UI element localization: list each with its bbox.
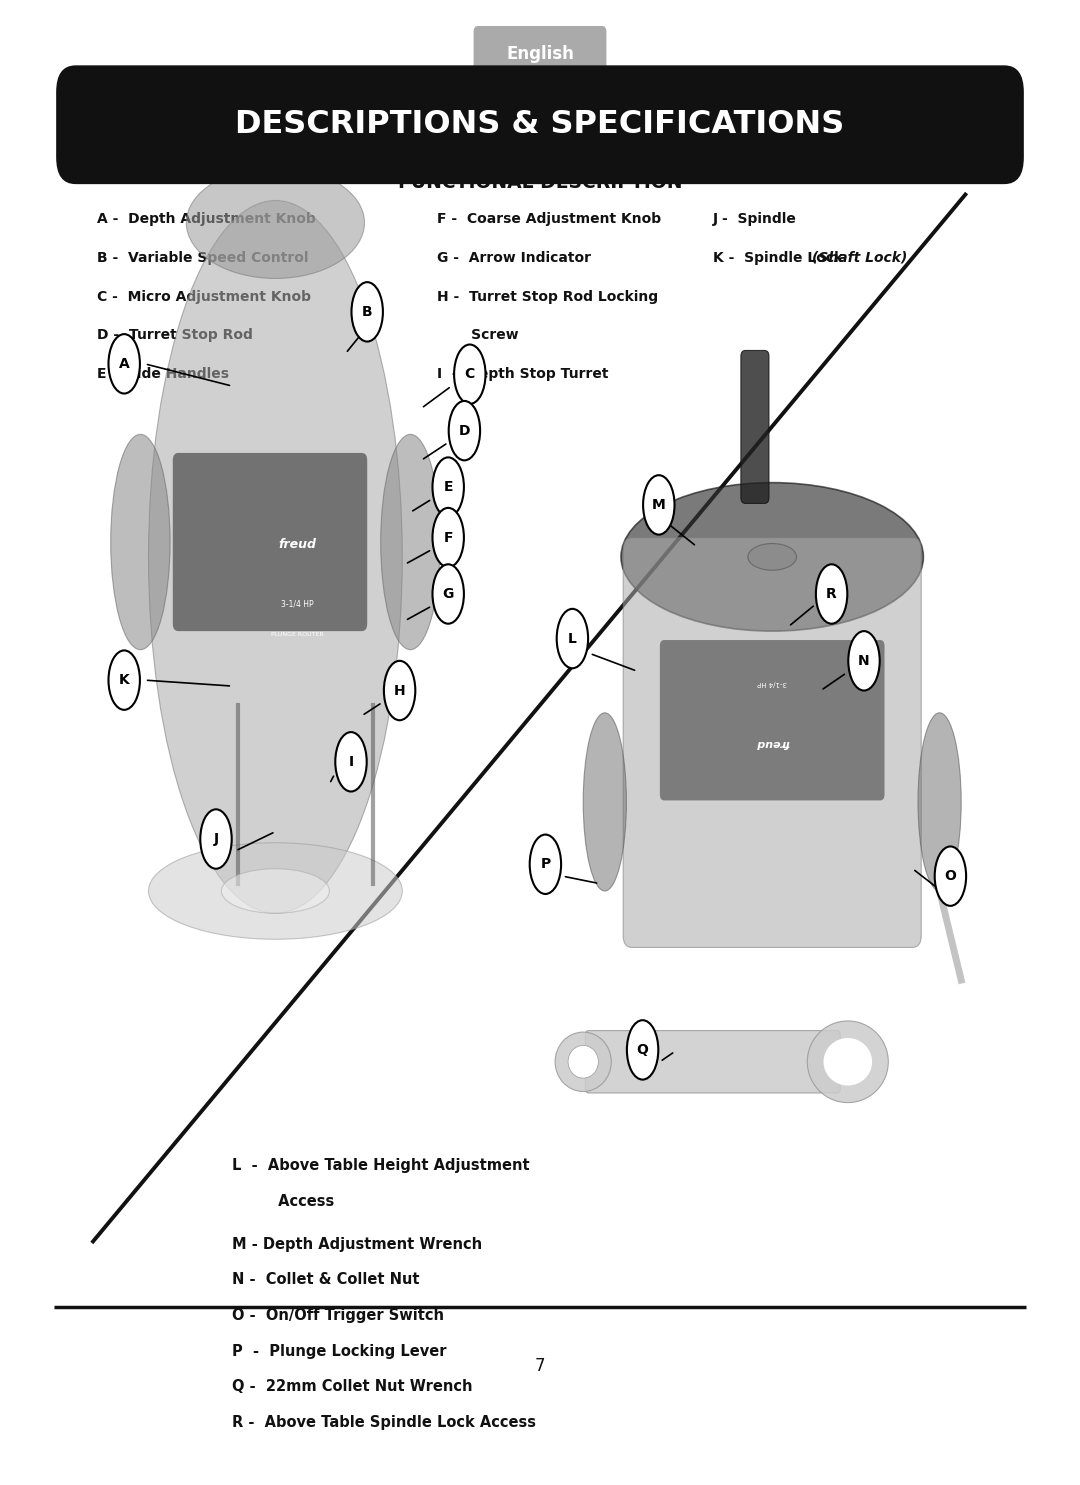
Text: 3-1/4 HP: 3-1/4 HP [757,680,787,686]
Ellipse shape [380,434,441,650]
Ellipse shape [335,732,367,792]
Text: R: R [826,587,837,601]
Text: Q: Q [637,1042,648,1057]
Ellipse shape [555,1032,611,1091]
Text: E: E [444,480,453,495]
Text: K -  Spindle Lock: K - Spindle Lock [713,251,848,264]
Text: C: C [464,367,475,382]
Text: R -  Above Table Spindle Lock Access: R - Above Table Spindle Lock Access [232,1415,536,1430]
Ellipse shape [824,1038,873,1086]
FancyBboxPatch shape [585,1031,840,1093]
Text: P  -  Plunge Locking Lever: P - Plunge Locking Lever [232,1344,447,1359]
Text: D -  Turret Stop Rod: D - Turret Stop Rod [97,328,253,342]
Text: F -  Coarse Adjustment Knob: F - Coarse Adjustment Knob [437,212,662,226]
Ellipse shape [626,1020,659,1080]
Ellipse shape [747,544,796,570]
Ellipse shape [448,401,481,460]
Ellipse shape [934,846,967,906]
Text: K: K [119,673,130,688]
Text: G: G [443,587,454,601]
Text: freud: freud [278,539,316,551]
Text: DESCRIPTIONS & SPECIFICATIONS: DESCRIPTIONS & SPECIFICATIONS [235,110,845,140]
Text: H -  Turret Stop Rod Locking: H - Turret Stop Rod Locking [437,290,659,303]
Text: O -  On/Off Trigger Switch: O - On/Off Trigger Switch [232,1308,444,1323]
FancyBboxPatch shape [741,350,769,503]
Text: Screw: Screw [437,328,519,342]
Text: P: P [540,857,551,872]
Ellipse shape [432,564,464,624]
Ellipse shape [186,166,365,279]
Ellipse shape [568,1045,598,1078]
Text: M - Depth Adjustment Wrench: M - Depth Adjustment Wrench [232,1237,483,1252]
Text: I: I [349,754,353,769]
Ellipse shape [918,713,961,891]
Ellipse shape [454,345,486,404]
Text: H: H [394,683,405,698]
Ellipse shape [583,713,626,891]
Ellipse shape [149,842,402,940]
Text: A -  Depth Adjustment Knob: A - Depth Adjustment Knob [97,212,316,226]
Ellipse shape [807,1022,888,1102]
Text: C -  Micro Adjustment Knob: C - Micro Adjustment Knob [97,290,311,303]
Ellipse shape [149,200,402,913]
Text: J -  Spindle: J - Spindle [713,212,797,226]
Text: N -  Collet & Collet Nut: N - Collet & Collet Nut [232,1273,420,1287]
Text: L  -  Above Table Height Adjustment: L - Above Table Height Adjustment [232,1158,530,1173]
Text: J: J [214,832,218,846]
Text: L: L [568,631,577,646]
Ellipse shape [643,475,675,535]
Text: (Shaft Lock): (Shaft Lock) [812,251,907,264]
Ellipse shape [529,835,562,894]
Text: M: M [652,497,665,512]
Text: 7: 7 [535,1357,545,1375]
Ellipse shape [621,483,923,631]
Text: D: D [459,423,470,438]
Text: B: B [362,304,373,319]
Text: N: N [859,653,869,668]
Text: Access: Access [232,1194,335,1209]
Ellipse shape [556,609,589,668]
Text: FUNCTIONAL DESCRIPTION: FUNCTIONAL DESCRIPTION [397,174,683,192]
Text: I  -  Depth Stop Turret: I - Depth Stop Turret [437,367,609,380]
Ellipse shape [111,434,171,650]
Text: E -  Side Handles: E - Side Handles [97,367,229,380]
Ellipse shape [815,564,848,624]
Text: O: O [945,869,956,884]
FancyBboxPatch shape [623,538,921,947]
Text: PLUNGE ROUTER: PLUNGE ROUTER [271,631,323,637]
FancyBboxPatch shape [473,25,607,82]
Ellipse shape [383,661,416,720]
Text: B -  Variable Speed Control: B - Variable Speed Control [97,251,309,264]
Text: English: English [507,45,573,64]
Ellipse shape [432,508,464,567]
Text: Q -  22mm Collet Nut Wrench: Q - 22mm Collet Nut Wrench [232,1380,473,1394]
Ellipse shape [108,334,140,394]
Ellipse shape [432,457,464,517]
FancyBboxPatch shape [173,453,367,631]
Ellipse shape [200,809,232,869]
Text: G -  Arrow Indicator: G - Arrow Indicator [437,251,592,264]
Ellipse shape [108,650,140,710]
Text: A: A [119,356,130,371]
Ellipse shape [221,869,329,913]
FancyBboxPatch shape [660,640,885,800]
Text: 3-1/4 HP: 3-1/4 HP [281,600,313,609]
FancyBboxPatch shape [56,65,1024,184]
Ellipse shape [848,631,880,691]
Text: freud: freud [755,738,789,747]
Text: F: F [444,530,453,545]
Ellipse shape [351,282,383,342]
